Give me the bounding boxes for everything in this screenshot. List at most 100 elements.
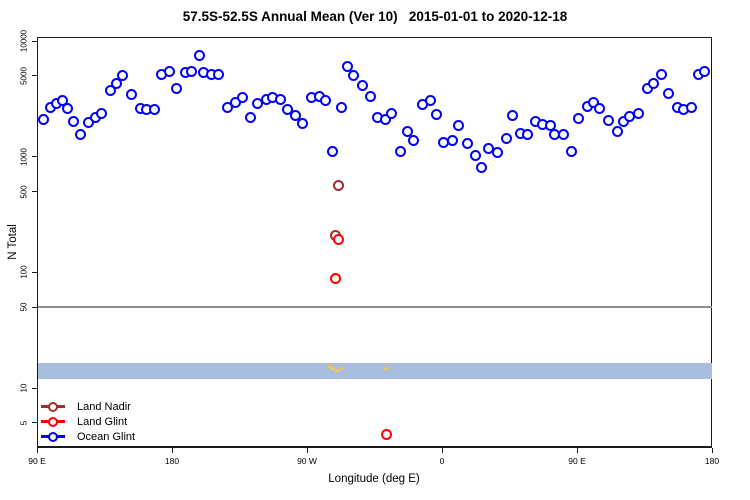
ocean-glint-point [281,103,293,115]
x-tick [37,448,38,453]
ocean-glint-point [394,145,406,157]
ocean-glint-point [171,83,183,95]
y-tick-label: 10 [19,383,29,393]
y-tick-label: 1000 [19,147,29,166]
y-tick-label: 5 [19,420,29,426]
ocean-glint-point [356,79,368,91]
ocean-glint-point [342,60,354,72]
plot-area [37,37,712,448]
legend-item-land-nadir: Land Nadir [41,399,135,414]
ocean-glint-point [507,110,519,121]
land-nadir-marker-icon [41,401,65,412]
x-tick-label: 90 E [28,456,46,466]
ocean-glint-marker-icon [41,431,65,442]
ocean-glint-point [565,145,577,157]
y-tick-label: 500 [19,184,29,199]
legend: Land Nadir Land Glint Ocean Glint [41,399,135,444]
ocean-glint-point [326,146,338,158]
x-tick-label: 90 E [568,456,586,466]
ocean-glint-point [453,120,465,132]
ocean-glint-point [408,135,420,147]
ocean-glint-point [163,65,175,77]
ocean-glint-point [594,102,606,114]
x-tick-label: 90 W [297,456,317,466]
band-marks-unlabeled-point [326,365,332,369]
highlight-band [38,362,712,379]
ocean-glint-point [148,103,160,115]
legend-item-land-glint: Land Glint [41,414,135,429]
x-tick-label: 180 [704,456,720,466]
ocean-glint-point [611,126,623,138]
ocean-glint-point [126,88,138,100]
y-axis-label: N Total [7,224,19,260]
x-tick-label: 180 [164,456,180,466]
ocean-glint-point [116,70,128,82]
y-tick [32,271,37,273]
x-tick [577,448,578,453]
ocean-glint-point [348,70,360,82]
y-tick-label: 10000 [19,29,29,53]
y-tick [32,191,37,193]
ocean-glint-point [491,147,503,159]
ocean-glint-point [424,94,436,106]
ocean-glint-point [461,138,473,150]
y-tick [32,306,37,308]
ocean-glint-point [573,113,585,125]
ocean-glint-point [475,162,487,174]
ocean-glint-point [61,102,73,114]
ocean-glint-point [685,102,697,114]
ocean-glint-point [335,102,347,114]
ocean-glint-point [67,116,79,128]
y-tick [32,75,37,77]
ocean-glint-point [364,90,376,102]
x-tick-label: 0 [439,456,445,466]
ocean-glint-point [82,117,94,129]
ocean-glint-point [274,93,286,105]
ocean-glint-point [37,114,49,126]
y-tick [32,156,37,158]
ocean-glint-point [401,126,413,138]
ocean-glint-point [521,128,533,140]
land-glint-point [329,272,341,284]
ocean-glint-point [74,128,86,140]
ocean-glint-point [289,110,301,121]
chart-title: 57.5S-52.5S Annual Mean (Ver 10) 2015-01… [182,9,568,24]
ocean-glint-point [647,78,659,90]
x-axis-label: Longitude (deg E) [328,473,420,485]
ocean-glint-point [588,96,600,108]
y-tick-label: 100 [19,265,29,280]
legend-label-land-glint: Land Glint [77,415,128,428]
band-marks-unlabeled-point [334,368,340,372]
ocean-glint-point [297,118,309,130]
x-tick [307,448,308,453]
ocean-glint-point [244,112,256,124]
y-tick [32,40,37,42]
ocean-glint-point [446,135,458,147]
x-tick [172,448,173,453]
ocean-glint-point [603,115,615,127]
ocean-glint-point [641,83,653,95]
ocean-glint-point [632,108,644,120]
ocean-glint-point [193,49,205,61]
ocean-glint-point [699,65,711,77]
y-tick [32,387,37,389]
ocean-glint-point [319,95,331,107]
ocean-glint-point [663,87,675,99]
legend-item-ocean-glint: Ocean Glint [41,429,135,444]
ocean-glint-point [430,109,442,121]
land-glint-point [381,428,393,440]
ocean-glint-point [212,69,224,81]
land-glint-marker-icon [41,416,65,427]
ocean-glint-point [236,91,248,103]
y-tick [32,422,37,424]
y-tick-label: 50 [19,302,29,312]
ocean-glint-point [469,149,481,161]
ocean-glint-point [96,108,108,120]
ocean-glint-point [104,85,116,97]
ocean-glint-point [110,78,122,90]
land-glint-point [333,233,345,245]
ocean-glint-point [655,69,667,81]
ocean-glint-point [385,108,397,120]
band-marks-unlabeled-point [330,366,336,370]
